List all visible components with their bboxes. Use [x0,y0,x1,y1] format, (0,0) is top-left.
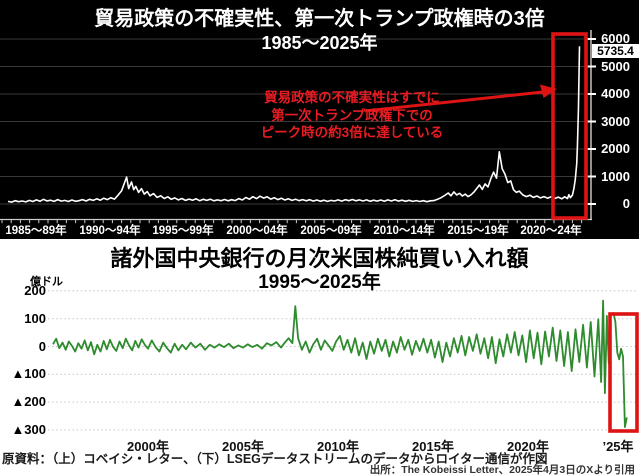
top-chart-title: 貿易政策の不確実性、第一次トランプ政権時の3倍 [94,8,545,30]
top-x-axis-label: 2020〜24年 [520,225,582,237]
bottom-y-axis-label: ▲300 [11,422,46,437]
source-note: 原資料：（上）コベイシ・レター、（下）LSEGデータストリームのデータからロイタ… [2,452,548,466]
top-y-axis-label: 6000 [601,31,630,46]
top-chart-subtitle: 1985〜2025年 [261,33,378,53]
top-y-axis-label: 3000 [601,113,630,129]
bottom-x-axis-label: 2020年 [507,439,549,454]
top-y-axis-label: 4000 [601,86,630,101]
bottom-y-axis-label: 0 [38,339,46,354]
highlight-rect-bottom [608,312,639,433]
peak-value-badge: 5735.4 [592,44,639,58]
bottom-y-axis-label: 100 [24,311,46,326]
bottom-y-axis-label: ▲200 [11,394,46,409]
annotation-line: 第一次トランプ政権下での [271,107,433,123]
bottom-x-axis-label: 2000年 [127,439,169,454]
bottom-series-line [52,299,628,429]
top-x-axis-label: 2015〜19年 [447,225,509,237]
credit-note: 出所：The Kobeissi Letter、2025年4月3日のXより引用 [369,464,635,476]
top-x-axis-label: 2010〜14年 [373,225,435,237]
top-y-axis-label: 0 [622,196,630,211]
bottom-y-axis-label: ▲100 [11,366,46,381]
bottom-x-axis-label: 2010年 [317,439,359,454]
bottom-x-axis-label: 2005年 [222,439,264,454]
bottom-y-axis-unit: 億ドル [30,276,63,288]
annotation-text: 貿易政策の不確実性はすでに 第一次トランプ政権下での ピーク時の約3倍に達してい… [212,89,492,142]
top-x-axis-label: 2000〜04年 [226,225,288,237]
top-x-axis-label: 1990〜94年 [79,225,141,237]
top-x-axis-label: 1995〜99年 [152,225,214,237]
bottom-chart-subtitle: 1995〜2025年 [258,272,381,293]
bottom-y-axis-label: 200 [24,283,46,298]
top-y-axis-label: 2000 [601,141,630,156]
top-x-axis-label: 2005〜09年 [300,225,362,237]
top-y-axis-label: 5000 [601,58,630,74]
top-x-axis-label: 1985〜89年 [5,225,67,237]
bottom-x-axis-label: ’25年 [602,439,634,454]
top-y-axis-label: 1000 [601,168,630,184]
annotation-line: ピーク時の約3倍に達している [260,125,444,140]
annotation-line: 貿易政策の不確実性はすでに [264,90,440,105]
bottom-chart-title: 諸外国中央銀行の月次米国株純買い入れ額 [110,246,529,271]
bottom-x-axis-label: 2015年 [412,439,454,454]
